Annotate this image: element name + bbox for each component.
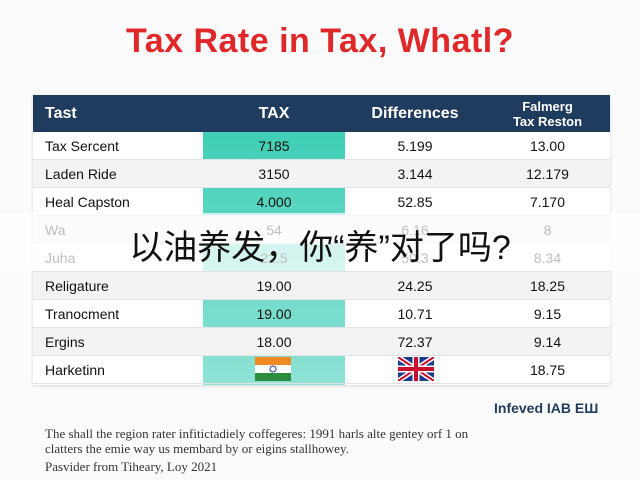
header-line: Tax Reston	[512, 113, 583, 129]
header-cell: TAX	[258, 104, 290, 122]
table-cell: 18.25	[529, 278, 566, 294]
table-cell: Harketinn	[45, 362, 105, 378]
table-cell: Heal Capston	[45, 194, 130, 210]
table-cell: Tranocment	[45, 306, 120, 322]
table-cell: 72.37	[397, 334, 433, 350]
table-header: Tast TAX Differences Falmerg Tax Reston	[33, 95, 610, 132]
table-cell: 9.14	[533, 334, 562, 350]
table-cell: 18.00	[256, 334, 292, 350]
table-cell: 19.00	[256, 278, 292, 294]
table-cell: 7.170	[529, 194, 566, 210]
table-cell: 3150	[258, 166, 290, 182]
header-cell: Tast	[45, 104, 77, 122]
table-row: Religature 19.00 24.25 18.25	[33, 272, 610, 300]
table-cell: 12.179	[526, 166, 569, 182]
title: Tax Rate in Tax, Whatl?	[125, 22, 515, 60]
footnote: The shall the region rater infitictadiel…	[45, 426, 469, 441]
table-cell: 9.15	[533, 306, 562, 322]
table-cell: 3.144	[397, 166, 433, 182]
footnote: clatters the emie way us membard by or e…	[45, 441, 349, 456]
table-cell: 4.000	[256, 194, 292, 210]
header-line: Falmerg	[522, 98, 573, 114]
table-cell: Religature	[45, 278, 109, 294]
table-row: Harketinn 18.75	[33, 356, 610, 384]
overlay-caption: 以油养发，你“养”对了吗?	[129, 229, 511, 267]
source: Pasvider from Tiheary, Loy 2021	[45, 459, 218, 474]
table-cell: Laden Ride	[45, 166, 117, 182]
table-cell: 13.00	[529, 138, 566, 154]
table-row: Ergins 18.00 72.37 9.14	[33, 328, 610, 356]
table-row: Heal Capston 4.000 52.85 7.170	[33, 188, 610, 216]
flag-uk	[398, 357, 434, 381]
table-row: Tranocment 19.00 10.71 9.15	[33, 300, 610, 328]
table-cell: 18.75	[529, 362, 566, 378]
table-cell: 5.199	[397, 138, 433, 154]
table-cell: 7185	[258, 138, 290, 154]
table-cell: 19.00	[256, 306, 292, 322]
table-cell: 52.85	[397, 194, 433, 210]
header-cell: Falmerg Tax Reston	[485, 95, 610, 132]
table-cell: Ergins	[45, 334, 85, 350]
table-cell: 24.25	[397, 278, 433, 294]
table-cell: 10.71	[397, 306, 433, 322]
overlay-band	[0, 213, 640, 271]
flag-india	[255, 357, 291, 381]
header-cell: Differences	[371, 104, 459, 122]
table-cell: Tax Sercent	[45, 138, 119, 154]
table-row: Laden Ride 3150 3.144 12.179	[33, 160, 610, 188]
table-row: Tax Sercent 7185 5.199 13.00	[33, 132, 610, 160]
logo: Infeved IAB EШ	[494, 400, 599, 416]
